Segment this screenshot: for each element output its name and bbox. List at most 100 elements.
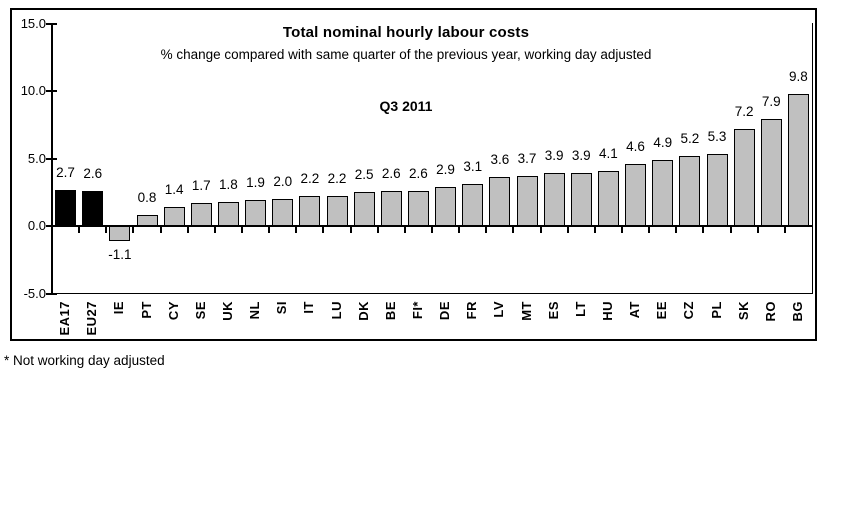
value-label-BE: 2.6 [381, 165, 401, 181]
x-label-EU27: EU27 [84, 301, 100, 336]
x-label-RO: RO [762, 301, 778, 322]
bar-MT [516, 176, 538, 226]
value-label-ES: 3.9 [544, 148, 564, 164]
category-axis-tick [186, 226, 189, 233]
x-label-AT: AT [627, 301, 643, 319]
bar-EA17 [55, 189, 77, 226]
value-label-EU27: 2.6 [83, 165, 103, 181]
x-label-EA17: EA17 [57, 301, 73, 336]
y-axis-tick [46, 22, 57, 25]
bar-NL [245, 200, 267, 226]
category-axis-tick [512, 226, 515, 233]
x-label-FR: FR [464, 301, 480, 320]
x-label-IE: IE [111, 301, 127, 315]
category-axis-tick [458, 226, 461, 233]
category-axis-tick [566, 226, 569, 233]
chart-title: Total nominal hourly labour costs [282, 24, 530, 41]
x-label-PL: PL [708, 301, 724, 319]
category-axis-tick [105, 226, 108, 233]
bar-PT [136, 215, 158, 226]
footnote: * Not working day adjusted [4, 353, 165, 368]
category-axis-tick [132, 226, 135, 233]
category-axis-tick [485, 226, 488, 233]
bar-FR [462, 184, 484, 226]
category-axis-tick [648, 226, 651, 233]
bar-CZ [679, 155, 701, 226]
x-label-SK: SK [735, 301, 751, 321]
x-label-LT: LT [572, 301, 588, 317]
bar-DK [353, 192, 375, 226]
value-label-LV: 3.6 [490, 152, 510, 168]
bar-BE [380, 190, 402, 226]
x-label-LV: LV [491, 301, 507, 318]
value-label-NL: 1.9 [246, 175, 265, 191]
category-axis-tick [349, 226, 352, 233]
x-label-UK: UK [219, 301, 235, 321]
x-label-NL: NL [247, 301, 263, 320]
bar-ES [543, 173, 565, 226]
chart-subtitle: % change compared with same quarter of t… [160, 47, 652, 62]
category-axis-tick [621, 226, 623, 233]
bar-AT [625, 163, 647, 226]
bar-FI* [407, 190, 429, 226]
y-axis-tick-label: -5.0 [23, 285, 46, 301]
value-label-DE: 2.9 [436, 161, 455, 177]
plot-bottom-border [51, 293, 813, 294]
value-label-EE: 4.9 [653, 134, 673, 150]
category-axis-tick [213, 226, 216, 233]
category-axis-tick [295, 226, 298, 233]
x-label-IT: IT [301, 301, 317, 314]
bar-HU [597, 170, 619, 226]
x-label-CY: CY [165, 301, 181, 321]
category-axis-tick [78, 226, 81, 233]
x-label-DE: DE [437, 301, 453, 321]
x-label-BE: BE [382, 301, 398, 321]
category-axis-tick [783, 226, 786, 233]
x-label-PT: PT [138, 301, 154, 319]
x-label-BG: BG [789, 301, 805, 322]
bar-LU [326, 196, 348, 226]
value-label-SI: 2.0 [273, 174, 293, 189]
bar-SK [733, 128, 755, 226]
value-label-IE: -1.1 [108, 246, 132, 262]
bar-RO [760, 119, 782, 226]
y-axis-tick [46, 225, 57, 227]
value-label-SE: 1.7 [191, 178, 211, 194]
value-label-CY: 1.4 [164, 182, 184, 198]
value-label-IT: 2.2 [300, 171, 320, 187]
value-label-RO: 7.9 [761, 94, 781, 110]
category-axis-tick [593, 226, 596, 233]
chart-period-label: Q3 2011 [379, 98, 433, 114]
value-label-PL: 5.3 [707, 129, 727, 145]
bar-IT [299, 196, 321, 226]
x-label-SE: SE [192, 301, 208, 320]
category-axis-tick [539, 226, 542, 233]
bar-PL [706, 154, 728, 226]
x-label-CZ: CZ [681, 301, 697, 320]
y-axis-tick-label: 5.0 [27, 150, 46, 166]
value-label-CZ: 5.2 [680, 130, 700, 146]
x-label-SI: SI [274, 301, 290, 315]
category-axis-tick [159, 226, 162, 233]
value-label-MT: 3.7 [517, 151, 537, 167]
bar-DE [435, 186, 457, 226]
category-axis-tick [403, 226, 406, 233]
category-axis-tick [376, 226, 379, 233]
y-axis-tick-label: 10.0 [20, 83, 46, 98]
value-label-UK: 1.8 [219, 176, 238, 192]
value-label-SK: 7.2 [734, 103, 754, 119]
category-axis-tick [241, 226, 243, 233]
x-label-DK: DK [355, 301, 371, 321]
plot-right-border [812, 23, 813, 294]
bar-LV [489, 177, 511, 226]
value-label-BG: 9.8 [789, 68, 808, 84]
value-label-FR: 3.1 [463, 159, 483, 175]
value-label-EA17: 2.7 [56, 164, 75, 180]
y-axis-tick [46, 90, 57, 92]
x-label-EE: EE [654, 301, 670, 320]
x-label-HU: HU [599, 301, 615, 321]
y-axis-tick-label: 15.0 [20, 15, 46, 31]
category-axis-tick [756, 226, 759, 233]
value-label-LU: 2.2 [327, 171, 347, 187]
